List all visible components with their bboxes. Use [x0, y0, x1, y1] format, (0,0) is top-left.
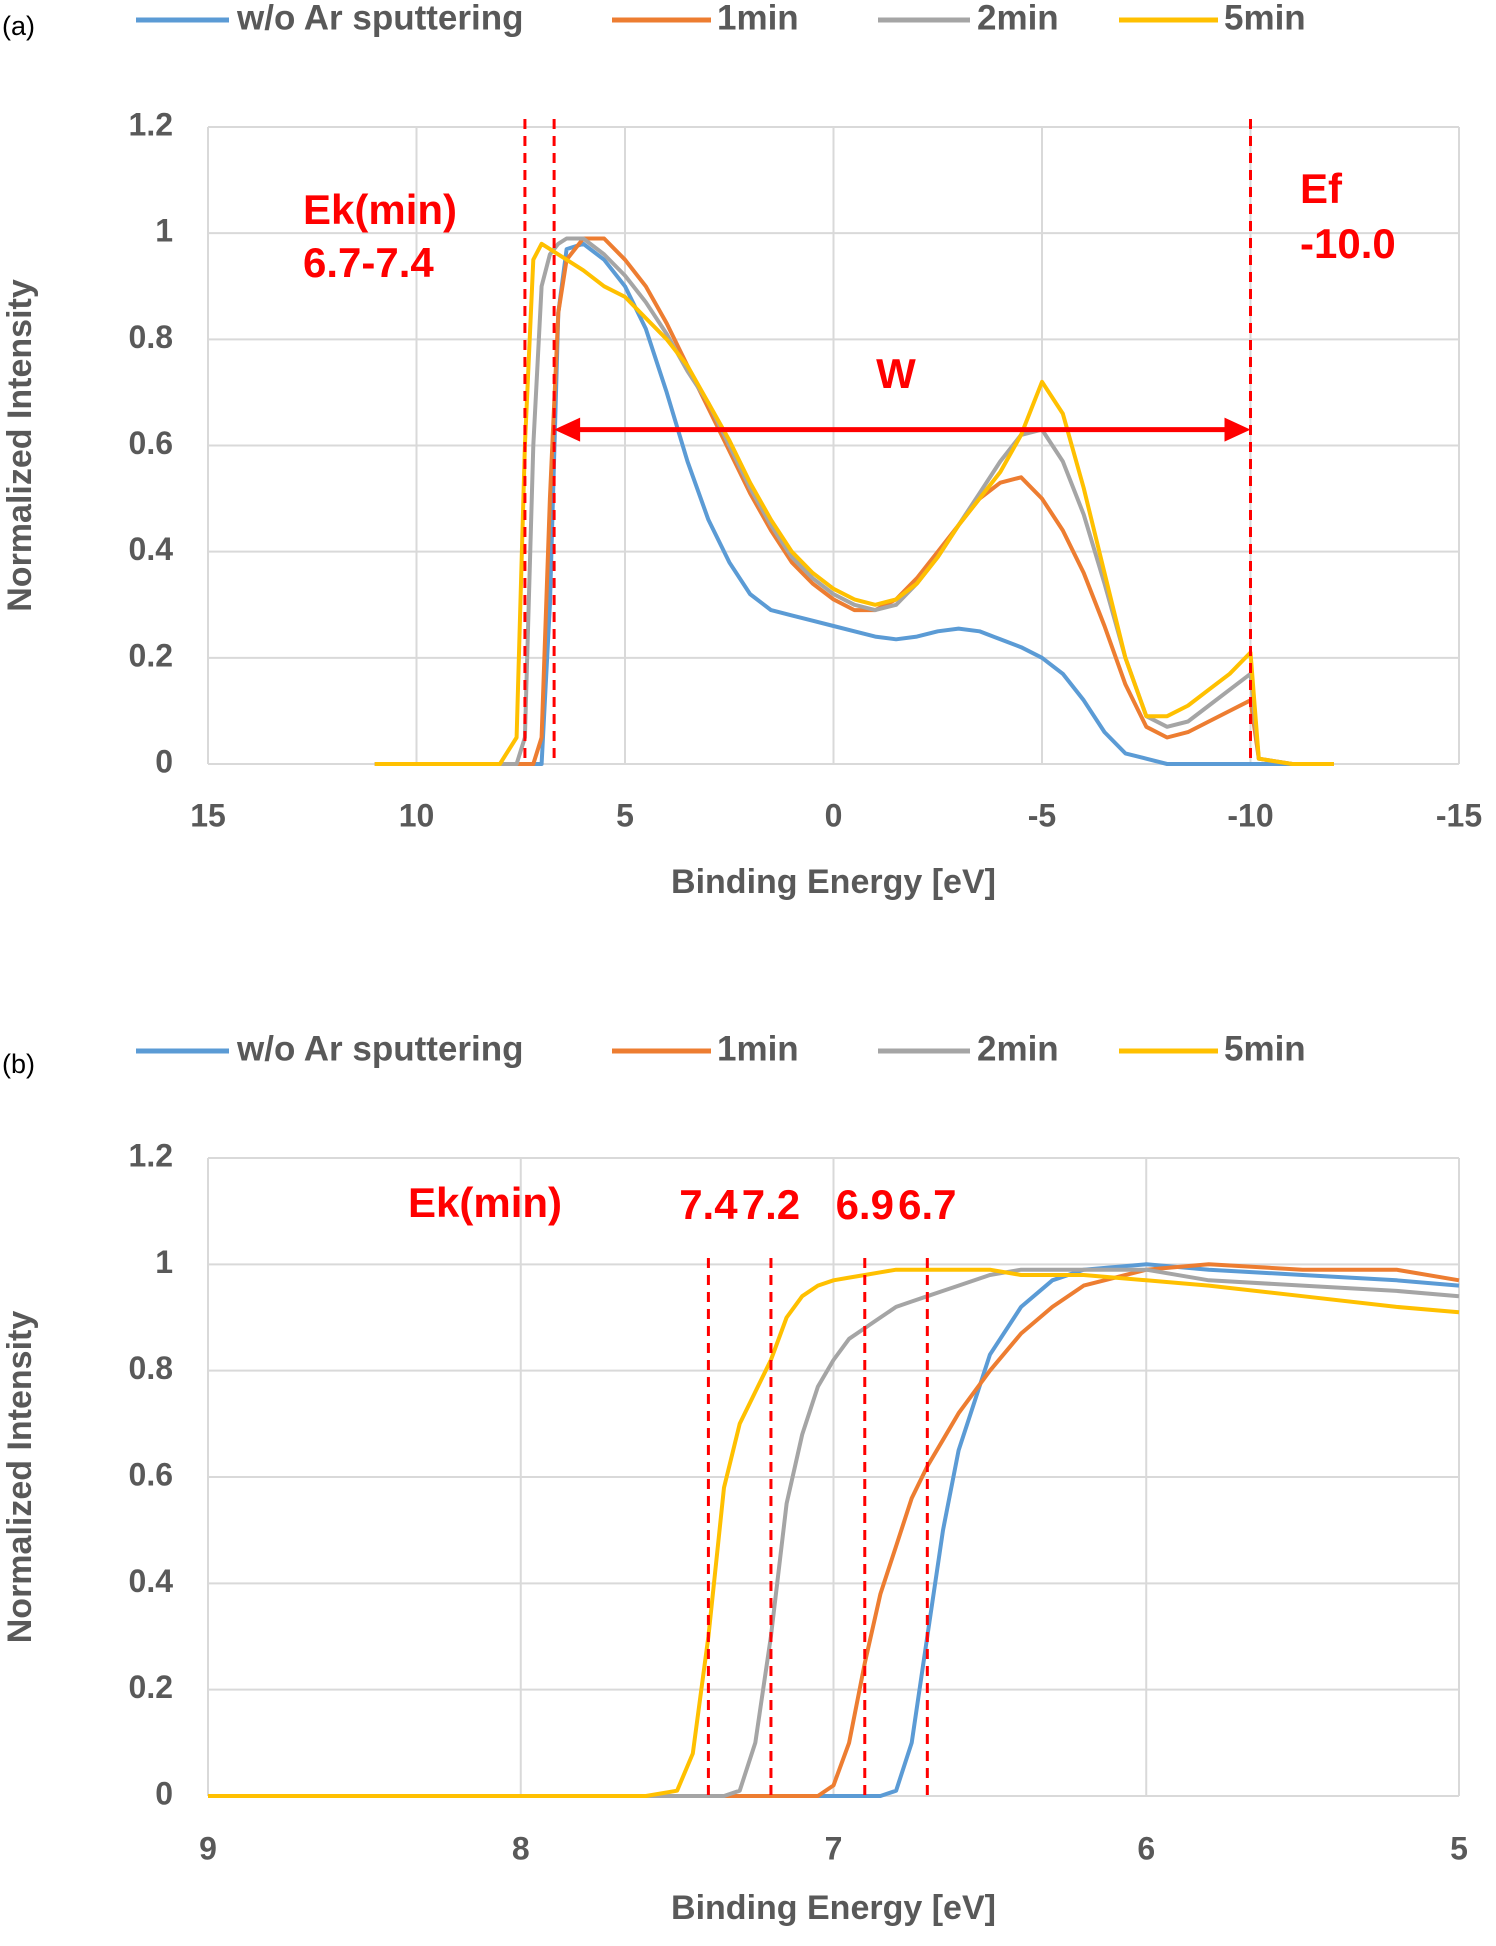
legend-label: w/o Ar sputtering [236, 1029, 523, 1068]
annotation: Ek(min) [408, 1179, 562, 1226]
y-tick-label: 0.2 [129, 1669, 173, 1705]
x-tick-label: 6 [1137, 1830, 1155, 1866]
y-tick-label: 0 [155, 1775, 173, 1811]
y-axis-label: Normalized Intensity [1, 279, 39, 612]
annotation: Ef [1300, 165, 1343, 212]
x-tick-label: 5 [616, 797, 634, 833]
x-tick-label: 5 [1450, 1830, 1468, 1866]
y-tick-label: 1 [155, 1244, 173, 1280]
y-tick-label: 1.2 [129, 106, 173, 142]
marker-label: 7.2 [742, 1181, 800, 1228]
legend-label: 2min [977, 0, 1059, 37]
y-tick-label: 0.8 [129, 1350, 173, 1386]
marker-label: 7.4 [679, 1181, 738, 1228]
annotation: Ek(min) [303, 186, 457, 233]
y-tick-label: 0.6 [129, 425, 173, 461]
legend-label: 2min [977, 1029, 1059, 1068]
y-tick-label: 0.4 [129, 1563, 174, 1599]
legend-label: w/o Ar sputtering [236, 0, 523, 37]
y-tick-label: 0.4 [129, 531, 174, 567]
marker-label: 6.7 [898, 1181, 956, 1228]
y-tick-label: 0 [155, 743, 173, 779]
x-tick-label: -15 [1436, 797, 1482, 833]
x-axis-label: Binding Energy [eV] [671, 863, 996, 901]
marker-label: 6.9 [836, 1181, 894, 1228]
x-tick-label: 8 [512, 1830, 530, 1866]
y-tick-label: 1.2 [129, 1137, 173, 1173]
legend-label: 5min [1224, 0, 1306, 37]
annotation: -10.0 [1300, 220, 1396, 267]
y-tick-label: 0.8 [129, 319, 173, 355]
data-line [374, 236, 1334, 766]
legend-label: 1min [717, 1029, 799, 1068]
data-line [374, 241, 1334, 766]
arrow-head [1224, 417, 1251, 442]
y-tick-label: 1 [155, 213, 173, 249]
panel-label: (b) [2, 1049, 35, 1079]
x-tick-label: 7 [825, 1830, 843, 1866]
x-tick-label: 0 [825, 797, 843, 833]
x-tick-label: 9 [199, 1830, 217, 1866]
panel-label: (a) [2, 11, 35, 41]
data-line [374, 236, 1334, 766]
x-tick-label: -10 [1227, 797, 1273, 833]
x-tick-label: 10 [399, 797, 435, 833]
y-tick-label: 0.6 [129, 1456, 173, 1492]
arrow-head [554, 417, 581, 442]
annotation: 6.7-7.4 [303, 239, 434, 286]
x-tick-label: 15 [190, 797, 226, 833]
y-tick-label: 0.2 [129, 637, 173, 673]
legend-label: 5min [1224, 1029, 1306, 1068]
legend-label: 1min [717, 0, 799, 37]
x-tick-label: -5 [1028, 797, 1056, 833]
x-axis-label: Binding Energy [eV] [671, 1889, 996, 1927]
annotation: W [876, 350, 916, 397]
y-axis-label: Normalized Intensity [1, 1311, 39, 1644]
